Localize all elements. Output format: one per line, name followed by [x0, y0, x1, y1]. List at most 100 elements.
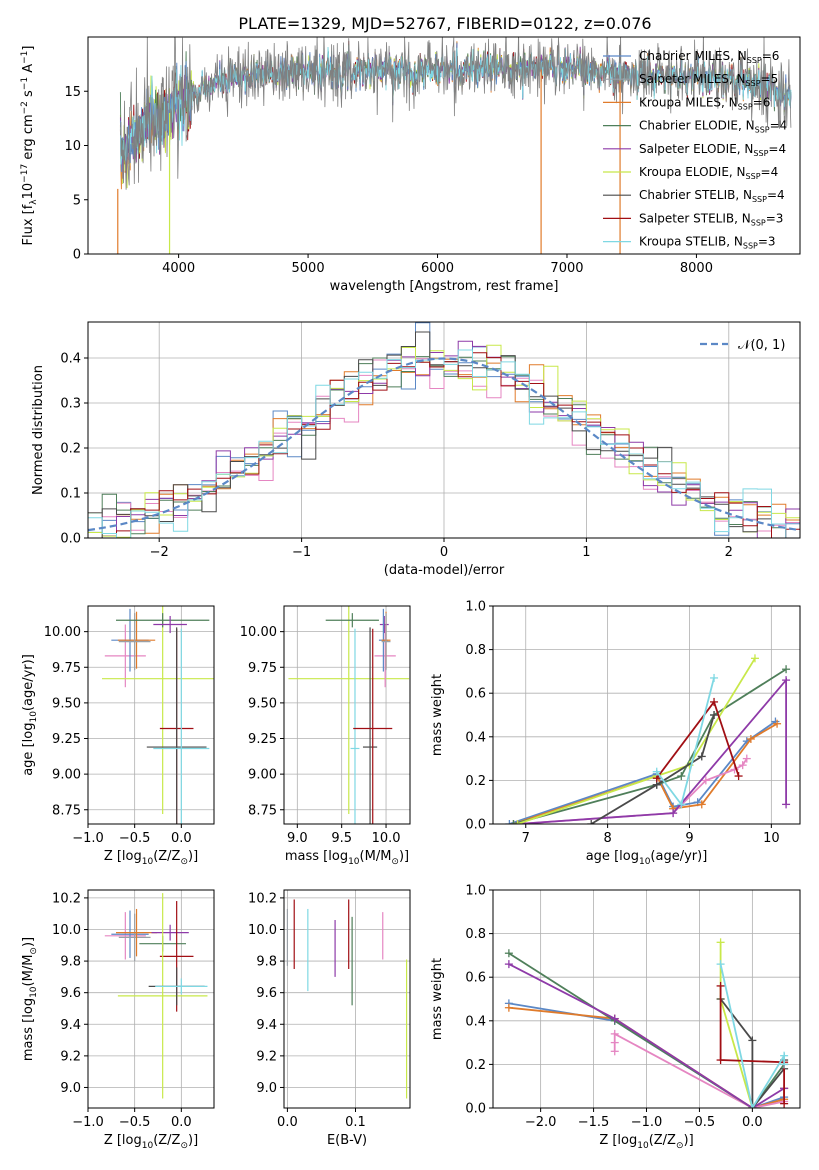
weight-marker — [504, 1003, 513, 1012]
weight-marker — [748, 1036, 757, 1045]
x-tick-label: 1 — [582, 545, 590, 560]
errorbar-point — [374, 624, 396, 688]
plot-area — [505, 654, 791, 824]
y-tick-label: 0.0 — [465, 818, 486, 833]
chart-mass_weight_vs_Z: −2.0 −1.5 −1.0 −0.5 0.0 0.0 0.2 0.4 0.6 0.8 1.0 Z [… — [430, 884, 801, 1151]
weight-marker — [748, 1104, 757, 1108]
weight-line — [508, 952, 785, 1108]
y-tick-label: 10.0 — [52, 923, 81, 938]
errorbar-point — [381, 613, 391, 671]
weight-marker — [782, 665, 791, 674]
x-tick-label: 8000 — [680, 261, 713, 276]
y-tick-label: 9.25 — [248, 732, 277, 747]
errorbar-point — [155, 978, 208, 995]
y-tick-label: 0.2 — [465, 774, 486, 789]
chart-residuals: 𝒩(0, 1) −2 −1 0 1 2 0.0 0.1 0.2 0.3 0.4 (data-model… — [31, 321, 801, 578]
weight-marker — [716, 938, 725, 947]
y-tick-label: 1.0 — [465, 600, 486, 615]
errorbar-point — [353, 628, 393, 824]
y-tick-label: 0.6 — [465, 687, 486, 702]
y-tick-label: 9.50 — [52, 696, 81, 711]
y-tick-label: 9.2 — [60, 1049, 81, 1064]
axes-frame — [283, 605, 411, 825]
x-tick-label: −0.5 — [119, 831, 151, 846]
x-tick-label: 2 — [725, 545, 733, 560]
y-tick-label: 5 — [73, 193, 81, 208]
y-tick-label: 1.0 — [465, 884, 486, 899]
weight-marker — [742, 754, 751, 763]
legend-entry: Salpeter ELODIE, NSSP=4 — [639, 142, 786, 158]
legend-entry: Chabrier STELIB, NSSP=4 — [639, 188, 785, 204]
x-tick-label: −1.0 — [72, 831, 104, 846]
weight-marker — [782, 800, 791, 809]
plot-area — [104, 893, 208, 1099]
plot-area — [504, 938, 789, 1108]
y-tick-label: 9.6 — [60, 986, 81, 1001]
errorbar-point — [379, 615, 389, 634]
y-tick-label: 8.75 — [52, 803, 81, 818]
x-tick-label: −0.5 — [684, 1115, 716, 1130]
x-tick-label: 9.5 — [331, 831, 352, 846]
y-tick-label: 10.2 — [248, 891, 277, 906]
weight-marker — [610, 1047, 619, 1056]
chart-mass_weight_vs_age: 7 8 9 10 0.0 0.2 0.4 0.6 0.8 1.0 age [log10(age/yr… — [430, 600, 801, 867]
x-tick-label: −0.5 — [119, 1115, 151, 1130]
weight-marker — [746, 734, 755, 743]
weight-marker — [734, 772, 743, 781]
weight-marker — [610, 1029, 619, 1038]
weight-marker — [652, 767, 661, 776]
xlabel-label: E(B-V) — [327, 1133, 367, 1148]
y-tick-label: 0.2 — [60, 442, 81, 457]
legend-entry: Salpeter STELIB, NSSP=3 — [639, 211, 783, 227]
errorbar-point — [117, 611, 156, 669]
legend-entry: Chabrier MILES, NSSP=6 — [639, 49, 779, 65]
weight-marker — [509, 820, 518, 824]
weight-marker — [669, 809, 678, 818]
ylabel-label: Flux [fλ10−17 erg cm−2 s−1 A−1] — [20, 46, 39, 246]
y-tick-label: 9.50 — [248, 696, 277, 711]
weight-marker — [697, 800, 706, 809]
y-tick-label: 9.8 — [256, 955, 277, 970]
y-tick-label: 9.25 — [52, 732, 81, 747]
y-tick-label: 0.6 — [465, 971, 486, 986]
plot-area — [288, 606, 410, 824]
errorbar-point — [350, 628, 360, 824]
weight-line — [719, 985, 785, 1104]
weight-marker — [738, 761, 747, 770]
y-tick-label: 0.3 — [60, 397, 81, 412]
errorbar-point — [146, 627, 207, 824]
weight-marker — [697, 752, 706, 761]
x-tick-label: 4000 — [162, 261, 195, 276]
weight-line — [590, 714, 715, 824]
x-tick-label: 5000 — [292, 261, 325, 276]
y-tick-label: 0.2 — [465, 1058, 486, 1073]
weight-marker — [505, 820, 514, 824]
x-tick-label: 7000 — [550, 261, 583, 276]
errorbar-point — [151, 924, 189, 941]
x-tick-label: 0.0 — [171, 831, 192, 846]
y-tick-label: 9.0 — [256, 1081, 277, 1096]
y-tick-label: 9.8 — [60, 955, 81, 970]
ylabel-label: Normed distribution — [31, 365, 46, 495]
weight-line — [517, 657, 756, 824]
y-tick-label: 0.0 — [465, 1102, 486, 1117]
weight-line — [719, 963, 785, 1108]
legend-entry: 𝒩(0, 1) — [738, 338, 785, 353]
weight-marker — [504, 960, 513, 969]
x-tick-label: 9.0 — [287, 831, 308, 846]
x-tick-label: 0.0 — [277, 1115, 298, 1130]
weight-marker — [710, 673, 719, 682]
weight-marker — [677, 772, 686, 781]
errorbar-point — [153, 628, 210, 824]
legend-entry: Kroupa ELODIE, NSSP=4 — [639, 165, 778, 181]
axes-frame — [87, 889, 215, 1109]
x-tick-label: 6000 — [421, 261, 454, 276]
x-tick-label: 0.0 — [742, 1115, 763, 1130]
axes-frame — [492, 605, 801, 825]
y-tick-label: 9.2 — [256, 1049, 277, 1064]
plot-area — [286, 899, 408, 1099]
weight-marker — [716, 960, 725, 969]
errorbar-point — [362, 627, 378, 824]
y-tick-label: 10.00 — [240, 625, 277, 640]
